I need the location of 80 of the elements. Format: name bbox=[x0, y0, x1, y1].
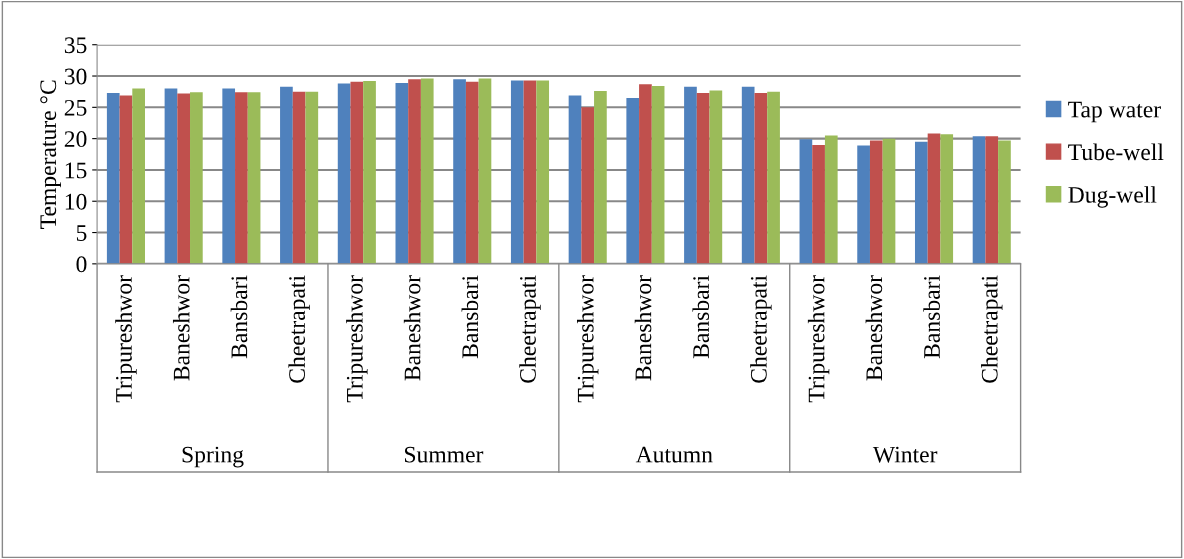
bar bbox=[337, 83, 351, 264]
bar bbox=[882, 138, 896, 264]
y-tick-label: 35 bbox=[64, 37, 87, 54]
bar bbox=[998, 140, 1011, 264]
x-tick-label: Tripureshwor bbox=[346, 275, 368, 403]
bar bbox=[696, 92, 710, 264]
x-tick-label: Baneshwor bbox=[172, 275, 190, 381]
bar bbox=[478, 78, 492, 264]
bar bbox=[927, 133, 941, 264]
x-tick-label: Baneshwor bbox=[403, 275, 421, 381]
bar bbox=[235, 92, 248, 264]
bar bbox=[914, 141, 928, 264]
text: Spring bbox=[182, 446, 244, 468]
bar bbox=[177, 93, 191, 264]
bar bbox=[305, 91, 319, 264]
bar bbox=[408, 79, 421, 264]
bar bbox=[972, 136, 986, 264]
bar bbox=[799, 139, 813, 264]
bar bbox=[741, 86, 755, 264]
bar bbox=[119, 95, 133, 264]
bar bbox=[684, 86, 697, 264]
bar bbox=[985, 136, 999, 264]
bar bbox=[280, 86, 293, 264]
bar bbox=[812, 144, 825, 264]
y-tick-label: 30 bbox=[64, 68, 87, 85]
bar bbox=[363, 81, 376, 264]
x-tick-label: Cheetrapati bbox=[288, 275, 310, 383]
bar bbox=[639, 84, 652, 264]
bar bbox=[453, 79, 466, 264]
x-tick-label: Baneshwor bbox=[634, 275, 652, 381]
x-tick-label: Bansbari bbox=[230, 275, 248, 359]
x-tick-label: Cheetrapati bbox=[981, 275, 1003, 383]
bar bbox=[568, 95, 582, 264]
x-tick-label: Cheetrapati bbox=[519, 275, 541, 383]
bar bbox=[824, 135, 838, 264]
bar bbox=[536, 80, 550, 264]
y-tick-label: 20 bbox=[64, 131, 87, 148]
x-tick-label: Bansbari bbox=[692, 275, 710, 359]
y-tick-label: 0 bbox=[76, 256, 87, 273]
text: Winter bbox=[872, 446, 938, 463]
bar bbox=[292, 91, 306, 264]
bar bbox=[395, 82, 409, 264]
bar bbox=[754, 92, 768, 264]
x-tick-label: Tripureshwor bbox=[807, 275, 830, 403]
bar bbox=[350, 81, 364, 264]
bar bbox=[767, 91, 780, 264]
x-tick-label: Bansbari bbox=[923, 275, 940, 359]
bar bbox=[523, 80, 537, 264]
text: Summer bbox=[404, 446, 484, 463]
bar bbox=[420, 78, 434, 264]
legend-label: Tap water bbox=[1068, 101, 1161, 123]
y-axis-title: Temperature °C bbox=[40, 80, 61, 229]
bar bbox=[106, 92, 120, 264]
y-tick-label: 25 bbox=[64, 99, 87, 116]
bar bbox=[940, 134, 954, 264]
x-tick-label: Baneshwor bbox=[865, 275, 883, 381]
legend-label: Tube-well bbox=[1068, 143, 1164, 161]
bar bbox=[190, 92, 203, 264]
bar bbox=[132, 88, 145, 264]
y-tick-label: 10 bbox=[65, 193, 87, 210]
legend-label: Dug-well bbox=[1068, 186, 1157, 208]
bar bbox=[164, 88, 178, 264]
bar bbox=[465, 81, 479, 264]
bar bbox=[594, 91, 607, 264]
x-tick-label: Tripureshwor bbox=[577, 275, 599, 403]
bar bbox=[581, 107, 595, 264]
bar bbox=[651, 86, 665, 264]
bar bbox=[222, 88, 236, 264]
bar bbox=[510, 80, 524, 264]
bar bbox=[709, 90, 723, 264]
y-tick-label: 15 bbox=[65, 162, 87, 179]
bar bbox=[626, 97, 640, 264]
text: Autumn bbox=[635, 446, 713, 463]
bar bbox=[869, 140, 883, 264]
x-tick-label: Cheetrapati bbox=[750, 275, 772, 383]
x-tick-label: Tripureshwor bbox=[115, 275, 137, 403]
x-tick-label: Bansbari bbox=[461, 275, 479, 359]
y-tick-label: 5 bbox=[76, 225, 87, 241]
bar bbox=[247, 92, 261, 264]
bar bbox=[857, 145, 870, 264]
